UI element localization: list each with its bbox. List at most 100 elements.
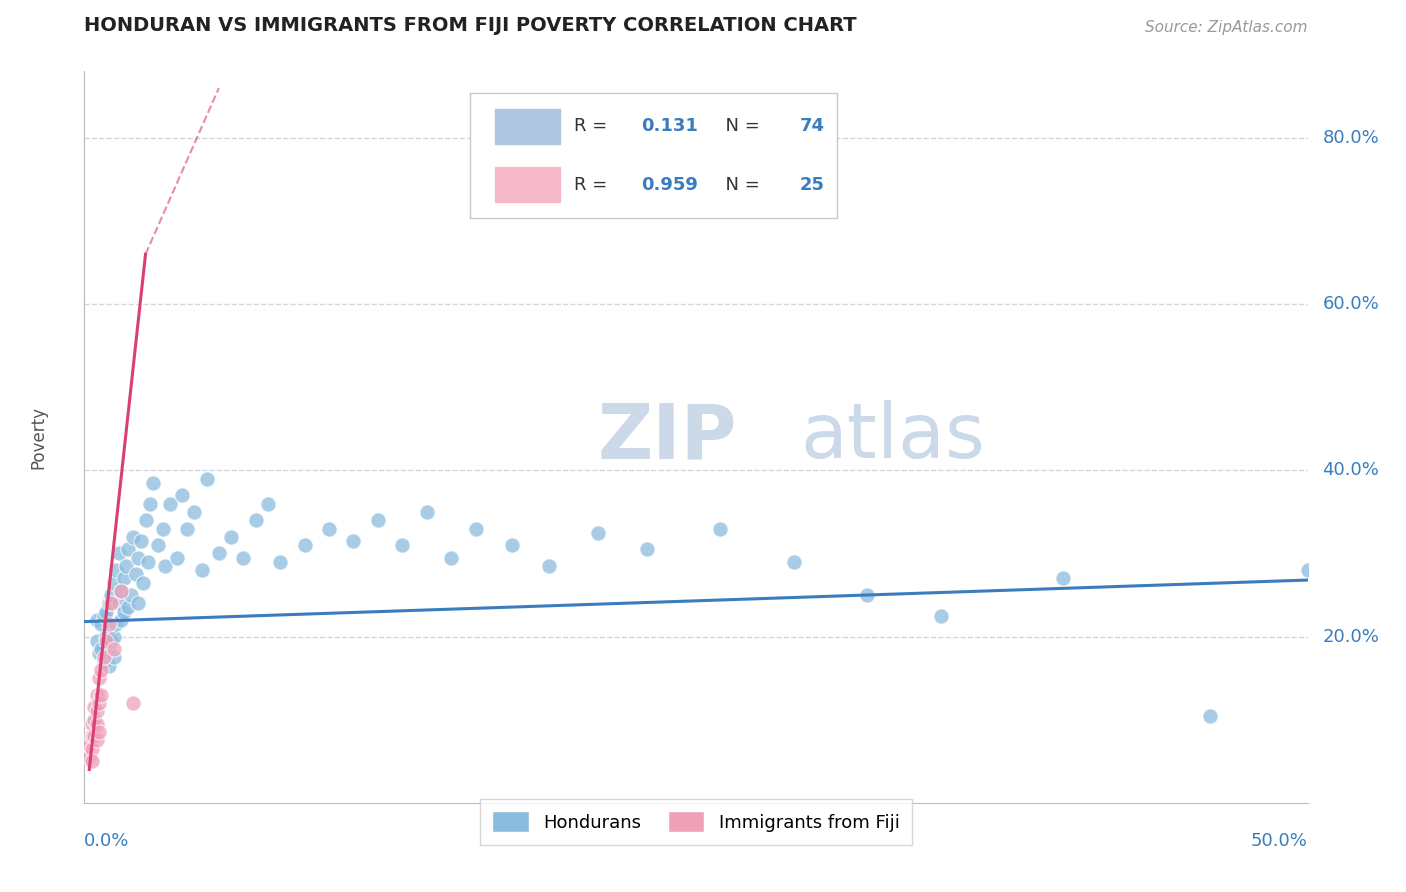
Point [1296,563,1319,577]
Text: 74: 74 [800,117,825,136]
Point [127,550,149,565]
Point [86,705,108,719]
Text: ZIP: ZIP [598,401,738,474]
Point [93,608,115,623]
Point [538,558,561,573]
Point [100,633,122,648]
Point [86,733,108,747]
Point [90,617,112,632]
Point [172,488,194,502]
Point [416,505,439,519]
Point [166,550,188,565]
Point [86,688,108,702]
Point [391,538,413,552]
Point [117,542,139,557]
Point [153,558,176,573]
Point [97,617,120,632]
Point [135,513,157,527]
Point [129,533,152,548]
Point [90,642,112,657]
Point [97,638,120,652]
Point [86,716,108,731]
Point [87,725,110,739]
Text: 60.0%: 60.0% [1322,295,1379,313]
Point [112,605,135,619]
Point [90,688,112,702]
Point [269,555,291,569]
FancyBboxPatch shape [494,167,561,203]
FancyBboxPatch shape [494,108,561,145]
Point [464,521,486,535]
Point [80,729,103,743]
Point [125,567,148,582]
Point [93,650,115,665]
Text: 0.959: 0.959 [641,176,697,194]
Point [105,617,128,632]
Point [93,655,115,669]
Point [146,538,169,552]
Point [257,497,280,511]
Point [117,600,139,615]
Text: R =: R = [574,117,613,136]
Point [208,546,231,560]
Point [159,497,181,511]
Text: R =: R = [574,176,613,194]
Point [77,750,100,764]
Text: 40.0%: 40.0% [1322,461,1379,479]
Point [586,525,609,540]
Point [96,633,118,648]
Point [232,550,254,565]
Point [80,716,103,731]
Point [176,521,198,535]
Point [105,563,128,577]
Point [122,530,145,544]
Point [929,608,952,623]
Point [318,521,340,535]
Legend: Hondurans, Immigrants from Fiji: Hondurans, Immigrants from Fiji [479,799,912,845]
Point [77,738,100,752]
Point [103,642,125,657]
Point [152,521,174,535]
Point [191,563,214,577]
Point [110,583,132,598]
Text: 0.0%: 0.0% [84,832,129,850]
Point [96,605,118,619]
Point [110,583,132,598]
Text: atlas: atlas [800,401,984,474]
Point [86,613,108,627]
Point [80,754,103,768]
Point [107,596,129,610]
Point [103,575,125,590]
Point [132,575,155,590]
Point [90,663,112,677]
Point [342,533,364,548]
Text: Poverty: Poverty [30,406,48,468]
Point [103,630,125,644]
Text: 20.0%: 20.0% [1322,628,1379,646]
Text: 80.0%: 80.0% [1322,128,1379,147]
Point [245,513,267,527]
Point [183,505,205,519]
Point [96,630,118,644]
Point [100,588,122,602]
Text: N =: N = [714,117,766,136]
Point [856,588,879,602]
Point [709,521,731,535]
Point [87,646,110,660]
Point [783,555,806,569]
Point [139,497,162,511]
Point [110,613,132,627]
Point [83,700,105,714]
Point [367,513,389,527]
Point [83,713,105,727]
Point [1052,571,1074,585]
Point [142,475,165,490]
Text: 50.0%: 50.0% [1251,832,1308,850]
Point [440,550,463,565]
Point [86,633,108,648]
Point [122,696,145,710]
Point [97,596,120,610]
Text: 0.131: 0.131 [641,117,697,136]
Point [195,472,218,486]
Point [87,696,110,710]
